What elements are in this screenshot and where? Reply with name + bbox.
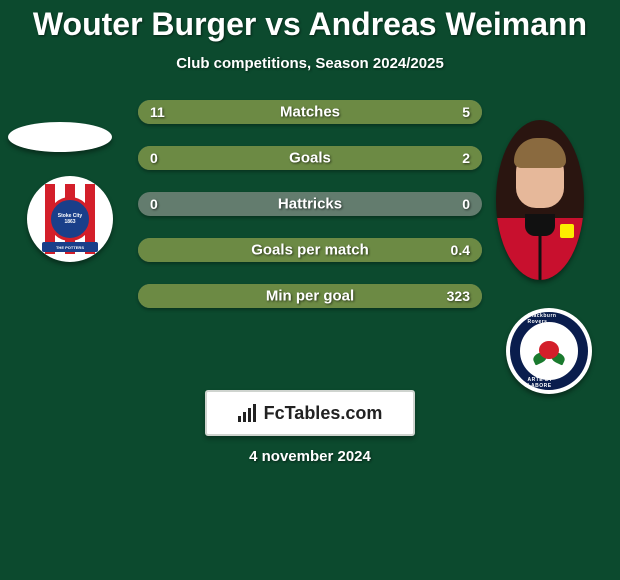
bar-right-value: 0.4 — [451, 242, 470, 258]
left-player-placeholder — [8, 122, 112, 152]
comparison-bars: 11 Matches 5 0 Goals 2 0 Hattricks 0 Goals per ma… — [138, 100, 482, 330]
zipper — [539, 232, 542, 280]
bar-row: 0 Hattricks 0 — [138, 192, 482, 216]
right-player-photo — [496, 120, 584, 280]
left-club-badge: Stoke City 1863 THE POTTERS — [27, 176, 113, 262]
bar-label: Matches — [280, 104, 340, 121]
attribution-text: FcTables.com — [264, 403, 383, 424]
stoke-banner: THE POTTERS — [42, 242, 98, 252]
blackburn-name: Blackburn Rovers — [528, 313, 571, 325]
bar-row: Goals per match 0.4 — [138, 238, 482, 262]
stoke-year: 1863 — [64, 220, 75, 225]
bar-row: 11 Matches 5 — [138, 100, 482, 124]
bar-left-value: 0 — [150, 150, 158, 166]
stoke-name: Stoke City — [58, 214, 82, 219]
blackburn-motto: ARTE ET LABORE — [528, 377, 571, 389]
stoke-center-disc: Stoke City 1863 — [48, 197, 92, 241]
bar-right-value: 5 — [462, 104, 470, 120]
bar-label: Goals — [289, 150, 331, 167]
hair — [514, 138, 566, 168]
bar-right-value: 2 — [462, 150, 470, 166]
bar-label: Goals per match — [251, 242, 369, 259]
bar-left-value: 11 — [150, 104, 165, 120]
stoke-banner-text: THE POTTERS — [56, 245, 84, 250]
bar-left-value: 0 — [150, 196, 158, 212]
right-club-badge: Blackburn Rovers ARTE ET LABORE — [506, 308, 592, 394]
bar-label: Min per goal — [266, 288, 354, 305]
fctables-icon — [238, 404, 258, 422]
bar-right-value: 323 — [447, 288, 470, 304]
page-subtitle: Club competitions, Season 2024/2025 — [0, 55, 620, 72]
date-text: 4 november 2024 — [249, 448, 371, 465]
attribution-badge: FcTables.com — [205, 390, 415, 436]
sponsor-patch — [560, 224, 574, 238]
bar-label: Hattricks — [278, 196, 342, 213]
blackburn-rose — [533, 335, 565, 367]
bar-row: Min per goal 323 — [138, 284, 482, 308]
bar-row: 0 Goals 2 — [138, 146, 482, 170]
page-title: Wouter Burger vs Andreas Weimann — [0, 0, 620, 43]
bar-right-value: 0 — [462, 196, 470, 212]
